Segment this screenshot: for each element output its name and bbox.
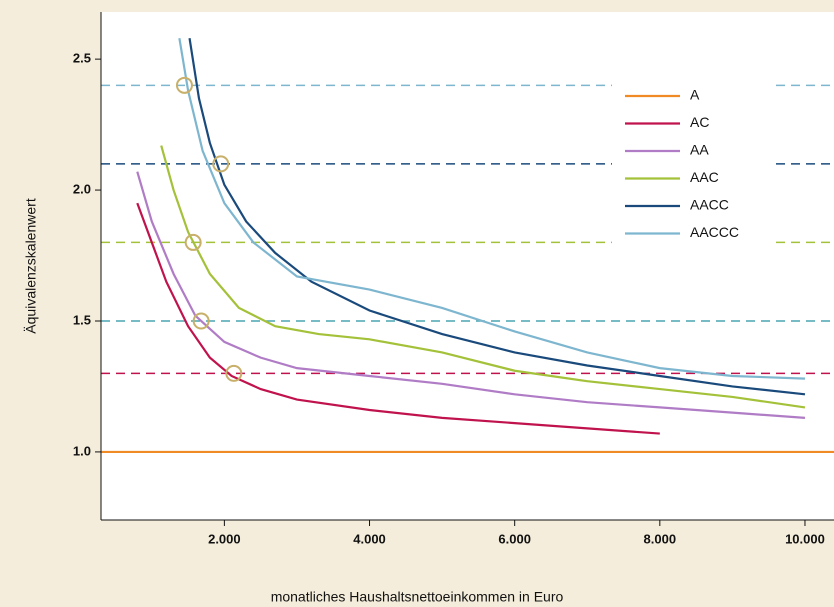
y-axis-label: Äquivalenzskalenwert: [23, 198, 39, 334]
y-tick-label: 2.5: [73, 51, 91, 66]
x-tick-label: 2.000: [208, 531, 241, 546]
x-tick-label: 6.000: [498, 531, 531, 546]
marker: [192, 312, 210, 330]
line: [178, 38, 806, 380]
line: [188, 38, 806, 396]
legend-label: A: [690, 87, 700, 103]
y-tick-label: 2.0: [73, 181, 91, 196]
x-tick-label: 10.000: [785, 531, 825, 546]
x-tick-label: 8.000: [644, 531, 677, 546]
legend-label: AC: [690, 114, 709, 130]
marker: [212, 155, 230, 173]
legend-label: AACC: [690, 197, 729, 213]
x-axis-label: monatliches Haushaltsnettoeinkommen in E…: [271, 589, 564, 605]
y-tick-label: 1.5: [73, 312, 91, 327]
legend-label: AAC: [690, 169, 719, 185]
y-tick-label: 1.0: [73, 443, 91, 458]
marker: [184, 233, 202, 251]
legend-label: AACCC: [690, 224, 739, 240]
x-tick-label: 4.000: [353, 531, 386, 546]
line: [136, 202, 660, 435]
legend-background: [612, 80, 772, 250]
marker: [225, 364, 243, 382]
line: [160, 145, 806, 409]
legend-label: AA: [690, 142, 709, 158]
marker: [175, 76, 193, 94]
line: [136, 171, 806, 419]
